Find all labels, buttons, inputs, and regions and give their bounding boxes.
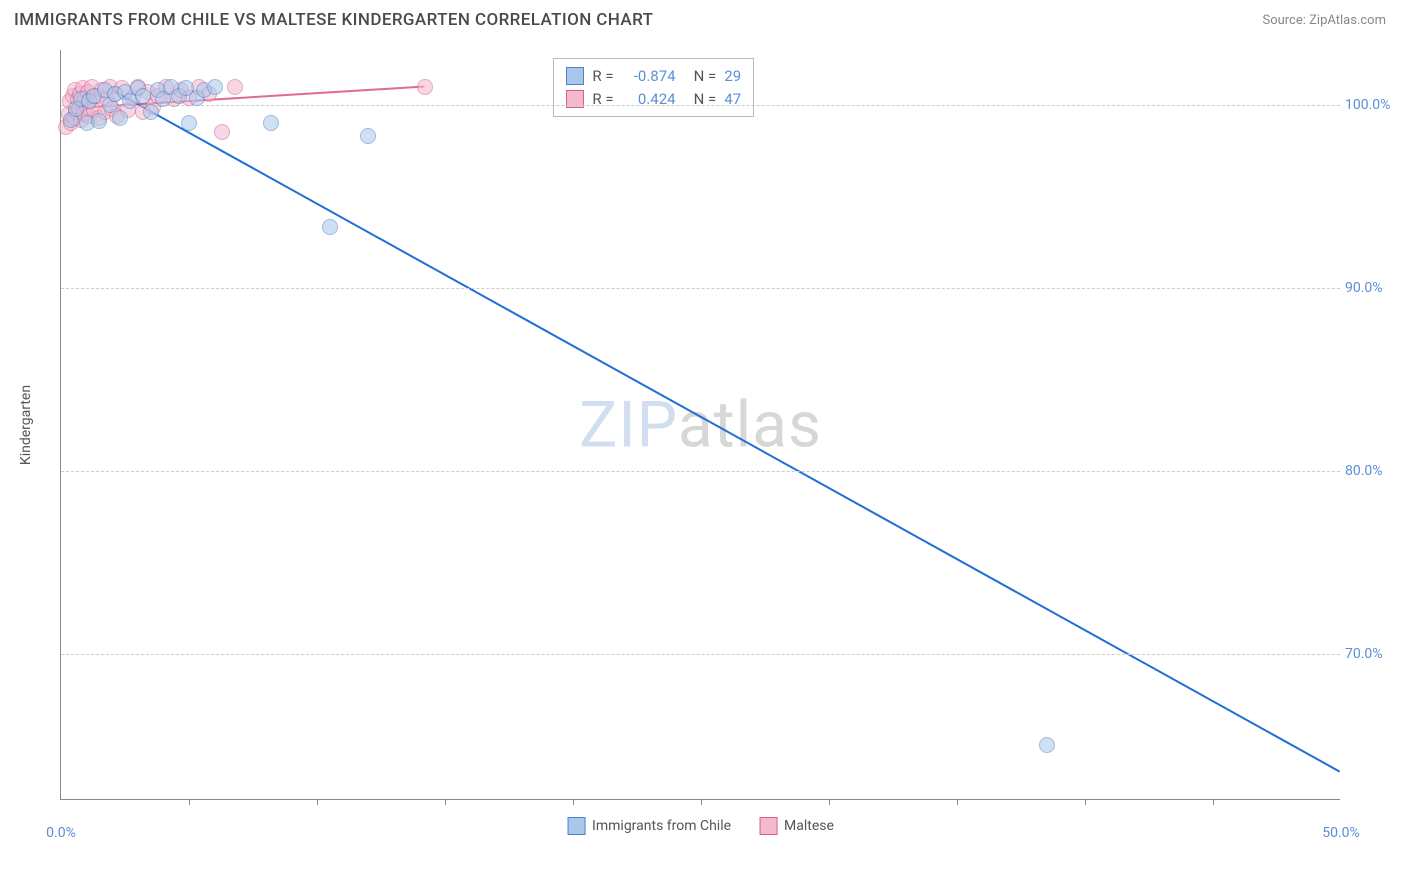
x-tick [189, 799, 190, 805]
data-point-chile [181, 115, 197, 131]
n-value-chile: 29 [724, 65, 741, 88]
gridline [61, 105, 1340, 106]
y-tick-label: 80.0% [1345, 463, 1400, 479]
data-point-chile [91, 113, 107, 129]
x-tick-label: 0.0% [46, 825, 76, 841]
legend-row-chile: R = -0.874 N = 29 [566, 65, 741, 88]
y-tick-label: 90.0% [1345, 280, 1400, 296]
y-tick-label: 100.0% [1345, 97, 1400, 113]
source-name: ZipAtlas.com [1309, 13, 1386, 28]
y-tick-label: 70.0% [1345, 646, 1400, 662]
x-tick [829, 799, 830, 805]
legend-item-chile: Immigrants from Chile [567, 817, 731, 835]
y-axis-title: Kindergarten [18, 384, 34, 464]
x-tick [445, 799, 446, 805]
legend-swatch-chile [566, 67, 584, 85]
data-point-chile [135, 88, 151, 104]
data-point-chile [322, 219, 338, 235]
x-tick [1213, 799, 1214, 805]
x-tick [317, 799, 318, 805]
n-label: N = [694, 88, 717, 111]
data-point-chile [143, 104, 159, 120]
data-point-chile [112, 110, 128, 126]
x-tick-label: 50.0% [1322, 825, 1360, 841]
n-value-maltese: 47 [724, 88, 741, 111]
r-value-chile: -0.874 [622, 65, 676, 88]
data-point-maltese [227, 79, 243, 95]
source-prefix: Source: [1262, 13, 1309, 28]
data-point-maltese [417, 79, 433, 95]
legend-item-maltese: Maltese [759, 817, 834, 835]
x-tick [957, 799, 958, 805]
gridline [61, 654, 1340, 655]
n-label: N = [694, 65, 717, 88]
r-label: R = [592, 88, 613, 111]
source-attribution: Source: ZipAtlas.com [1262, 13, 1386, 28]
r-label: R = [592, 65, 613, 88]
legend-label-maltese: Maltese [784, 818, 834, 834]
data-point-chile [1039, 737, 1055, 753]
legend-swatch-maltese [759, 817, 777, 835]
correlation-legend: R = -0.874 N = 29 R = 0.424 N = 47 [553, 58, 754, 117]
legend-label-chile: Immigrants from Chile [592, 818, 731, 834]
gridline [61, 288, 1340, 289]
x-tick [573, 799, 574, 805]
x-tick [701, 799, 702, 805]
data-point-chile [360, 128, 376, 144]
data-point-chile [263, 115, 279, 131]
gridline [61, 471, 1340, 472]
header: IMMIGRANTS FROM CHILE VS MALTESE KINDERG… [0, 0, 1406, 36]
data-point-chile [207, 79, 223, 95]
legend-swatch-chile [567, 817, 585, 835]
legend-row-maltese: R = 0.424 N = 47 [566, 88, 741, 111]
data-point-maltese [214, 124, 230, 140]
chart-plot-area: Kindergarten ZIPatlas R = -0.874 N = 29 … [60, 50, 1340, 800]
series-legend: Immigrants from Chile Maltese [567, 817, 834, 835]
trend-lines-svg [61, 50, 1340, 799]
chart-title: IMMIGRANTS FROM CHILE VS MALTESE KINDERG… [14, 10, 653, 30]
x-tick [1085, 799, 1086, 805]
r-value-maltese: 0.424 [622, 88, 676, 111]
